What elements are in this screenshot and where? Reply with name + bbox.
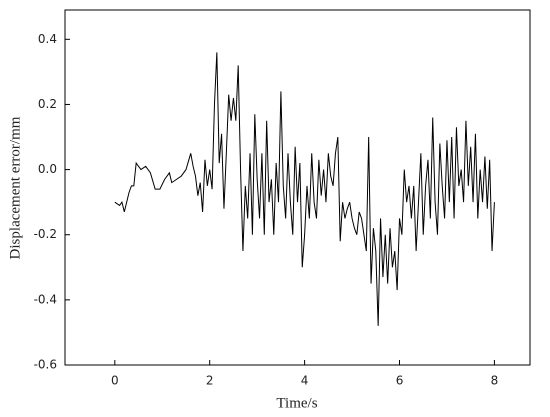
data-line <box>114 52 495 326</box>
y-tick-label: -0.6 <box>34 358 57 372</box>
y-tick-label: -0.2 <box>34 227 57 241</box>
y-tick-label: 0.0 <box>38 162 57 176</box>
y-axis-label: Displacement error/mm <box>7 116 23 259</box>
y-tick-label: 0.2 <box>38 97 57 111</box>
x-tick-label: 2 <box>206 374 214 388</box>
x-tick-label: 6 <box>396 374 404 388</box>
x-axis-label: Time/s <box>276 395 317 411</box>
x-tick-label: 4 <box>301 374 309 388</box>
y-tick-label: -0.4 <box>34 292 57 306</box>
x-tick-label: 8 <box>491 374 499 388</box>
y-tick-label: 0.4 <box>38 32 57 46</box>
plot-frame <box>64 9 531 366</box>
x-tick-label: 0 <box>111 374 119 388</box>
